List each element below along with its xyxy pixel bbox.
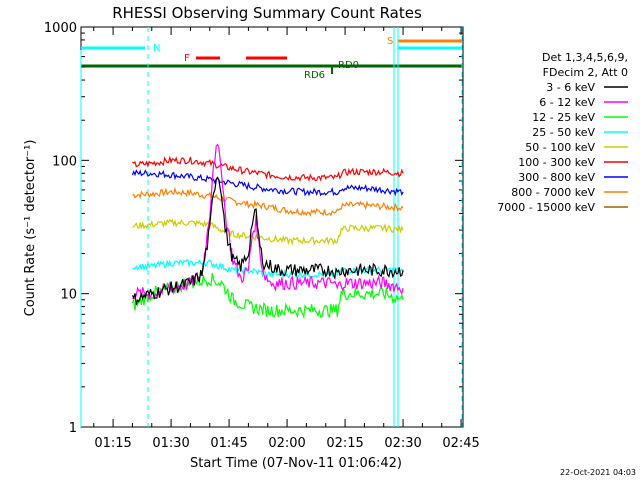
legend-header-1: Det 1,3,4,5,6,9, <box>542 51 628 64</box>
legend-label: 50 - 100 keV <box>525 141 595 154</box>
data-series <box>131 143 404 320</box>
series-line-300-800keV <box>131 169 404 197</box>
legend-label: 3 - 6 keV <box>546 81 595 94</box>
legend-label: 800 - 7000 keV <box>511 186 595 199</box>
chart-title: RHESSI Observing Summary Count Rates <box>112 4 422 22</box>
y-axis: 1 10 100 1000 <box>44 21 463 436</box>
x-tick-label: 02:45 <box>442 436 479 451</box>
flare-label: F <box>184 53 190 64</box>
x-tick-label: 01:45 <box>210 436 247 451</box>
y-axis-label: Count Rate (s⁻¹ detector⁻¹) <box>23 140 38 317</box>
x-tick-label: 01:15 <box>94 436 131 451</box>
series-line-100-300keV <box>132 155 404 183</box>
plot-frame <box>80 26 464 428</box>
legend-label: 12 - 25 keV <box>532 111 595 124</box>
series-line-50-100keV <box>132 218 404 246</box>
x-tick-label: 02:30 <box>384 436 421 451</box>
series-line-25-50keV <box>132 258 404 279</box>
saa-label: S <box>387 36 393 47</box>
legend-header-2: FDecim 2, Att 0 <box>543 66 628 79</box>
series-line-12-25keV <box>131 272 404 320</box>
y-tick-label: 100 <box>52 154 77 169</box>
instrument-state-markers <box>80 27 463 427</box>
legend: Det 1,3,4,5,6,9, FDecim 2, Att 0 3 - 6 k… <box>497 51 628 214</box>
x-axis-label: Start Time (07-Nov-11 01:06:42) <box>190 456 402 471</box>
x-axis: 01:15 01:30 01:45 02:00 02:15 02:30 02:45 <box>93 27 480 451</box>
legend-label: 300 - 800 keV <box>518 171 595 184</box>
series-line-800-7000keV <box>132 186 404 217</box>
legend-label: 100 - 300 keV <box>518 156 595 169</box>
rd6-label: RD6 <box>304 70 325 81</box>
legend-label: 6 - 12 keV <box>539 96 595 109</box>
x-tick-label: 02:00 <box>268 436 305 451</box>
series-line-3-6keV <box>131 176 404 305</box>
timestamp: 22-Oct-2021 04:03 <box>560 468 636 477</box>
legend-label: 7000 - 15000 keV <box>497 201 595 214</box>
y-tick-label: 1 <box>69 421 77 436</box>
y-tick-label: 10 <box>60 288 77 303</box>
legend-label: 25 - 50 keV <box>532 126 595 139</box>
x-tick-label: 01:30 <box>152 436 189 451</box>
y-tick-label: 1000 <box>44 21 77 36</box>
rd0-label: RD0 <box>338 60 359 71</box>
attenuator-label: N <box>153 43 160 54</box>
x-tick-label: 02:15 <box>326 436 363 451</box>
